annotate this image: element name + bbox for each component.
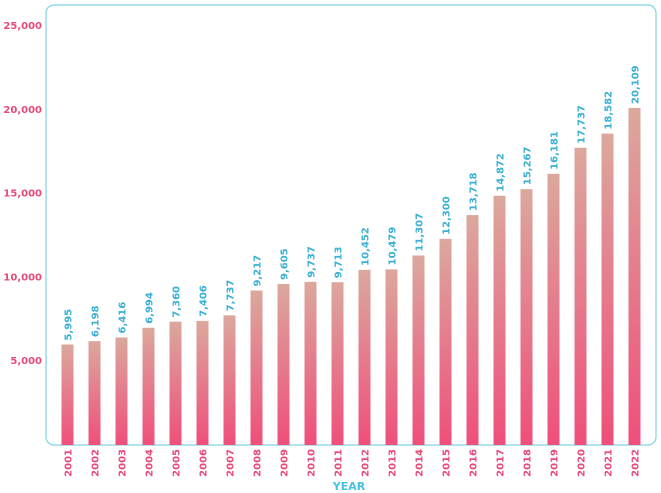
- bar-2003: [115, 337, 128, 445]
- x-tick-label-2005: 2005: [172, 449, 183, 477]
- bar-2005: [169, 321, 182, 445]
- value-label-2019: 16,181: [550, 131, 561, 170]
- bar-2018: [520, 189, 533, 445]
- x-tick-label-2007: 2007: [226, 449, 237, 477]
- bar-2004: [142, 327, 155, 445]
- x-tick-label-2003: 2003: [118, 449, 129, 477]
- x-tick-label-2020: 2020: [577, 449, 588, 477]
- x-tick-label-2008: 2008: [253, 449, 264, 477]
- bar-2014: [412, 255, 425, 445]
- bar-2011: [331, 282, 344, 445]
- bar-2015: [439, 238, 452, 445]
- bar-2020: [574, 147, 587, 445]
- value-label-2004: 6,994: [145, 292, 156, 324]
- bar-2008: [250, 290, 263, 445]
- bar-2019: [547, 173, 560, 445]
- bar-2016: [466, 215, 479, 445]
- x-tick-label-2015: 2015: [442, 449, 453, 477]
- value-label-2011: 9,713: [334, 247, 345, 279]
- value-label-2021: 18,582: [604, 91, 615, 130]
- value-label-2007: 7,737: [226, 280, 237, 312]
- x-axis-title: YEAR: [332, 480, 366, 493]
- value-label-2008: 9,217: [253, 255, 264, 287]
- y-tick-label: 5,000: [10, 356, 42, 367]
- value-label-2001: 5,995: [64, 309, 75, 341]
- value-label-2005: 7,360: [172, 286, 183, 318]
- x-axis-ticks: 2001 2002 2003 2004 2005 2006 2007 2008 2009 2010…: [64, 449, 642, 477]
- x-tick-label-2016: 2016: [469, 449, 480, 477]
- bar-2001: [61, 344, 74, 445]
- y-tick-label: 20,000: [3, 105, 42, 116]
- bar-2009: [277, 284, 290, 445]
- value-label-2013: 10,479: [388, 227, 399, 266]
- value-label-2017: 14,872: [496, 153, 507, 192]
- x-tick-label-2001: 2001: [64, 449, 75, 477]
- bar-2007: [223, 315, 236, 445]
- value-label-2014: 11,307: [415, 213, 426, 252]
- value-label-2010: 9,737: [307, 246, 318, 278]
- x-tick-label-2014: 2014: [415, 449, 426, 477]
- value-label-2016: 13,718: [469, 172, 480, 211]
- x-tick-label-2022: 2022: [631, 449, 642, 477]
- bars-group: [61, 107, 641, 446]
- x-tick-label-2011: 2011: [334, 449, 345, 477]
- x-tick-label-2019: 2019: [550, 449, 561, 477]
- x-tick-label-2006: 2006: [199, 449, 210, 477]
- value-label-2018: 15,267: [523, 146, 534, 185]
- bar-2012: [358, 269, 371, 445]
- x-tick-label-2013: 2013: [388, 449, 399, 477]
- value-label-2002: 6,198: [91, 305, 102, 337]
- bar-2017: [493, 195, 506, 445]
- x-tick-label-2012: 2012: [361, 449, 372, 477]
- value-labels-group: 5,995 6,198 6,416 6,994 7,360 7,406 7,737 9,217…: [64, 65, 642, 340]
- x-tick-label-2009: 2009: [280, 449, 291, 477]
- x-tick-label-2004: 2004: [145, 449, 156, 477]
- x-tick-label-2017: 2017: [496, 449, 507, 477]
- y-tick-label: 10,000: [3, 272, 42, 283]
- value-label-2012: 10,452: [361, 227, 372, 266]
- value-label-2006: 7,406: [199, 285, 210, 317]
- y-tick-label: 15,000: [3, 189, 42, 200]
- value-label-2020: 17,737: [577, 105, 588, 144]
- value-label-2015: 12,300: [442, 196, 453, 235]
- value-label-2003: 6,416: [118, 302, 129, 334]
- value-label-2022: 20,109: [631, 65, 642, 104]
- bar-2010: [304, 281, 317, 445]
- x-tick-label-2010: 2010: [307, 449, 318, 477]
- x-tick-label-2018: 2018: [523, 449, 534, 477]
- bar-2022: [628, 107, 641, 446]
- bar-2002: [88, 341, 101, 445]
- x-tick-label-2021: 2021: [604, 449, 615, 477]
- bar-2006: [196, 320, 209, 445]
- y-axis-ticks: 5,000 10,000 15,000 20,000 25,000: [3, 21, 42, 367]
- y-tick-label: 25,000: [3, 21, 42, 32]
- value-label-2009: 9,605: [280, 248, 291, 280]
- bar-2013: [385, 269, 398, 445]
- plot-frame: [45, 4, 657, 446]
- x-tick-label-2002: 2002: [91, 449, 102, 477]
- bar-2021: [601, 133, 614, 445]
